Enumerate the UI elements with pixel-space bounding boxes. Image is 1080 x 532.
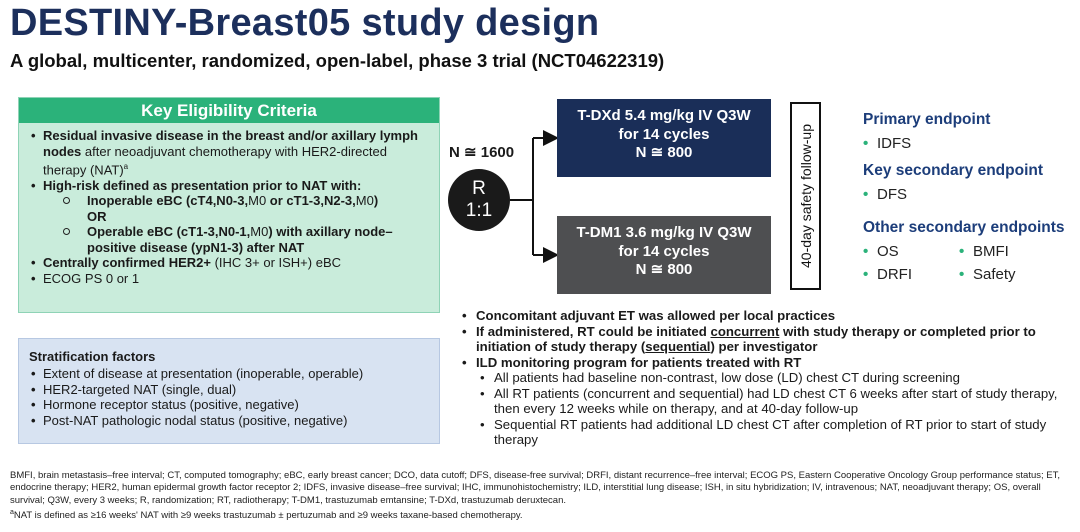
stratification-title: Stratification factors [29, 349, 156, 364]
footnote-a: aNAT is defined as ≥16 weeks' NAT with ≥… [10, 509, 523, 522]
eligibility-item2: High-risk defined as presentation prior … [29, 178, 431, 194]
note-subitem: Sequential RT patients had additional LD… [460, 417, 1075, 448]
other-secondary-endpoints-section: Other secondary endpoints OS BMFI DRFI S… [863, 219, 1078, 283]
stratification-item: Post-NAT pathologic nodal status (positi… [29, 413, 431, 429]
eligibility-item3: Centrally confirmed HER2+ (IHC 3+ or ISH… [29, 255, 431, 271]
eligibility-subitem: Inoperable eBC (cT4,N0-3,M0 or cT1-3,N2-… [29, 193, 431, 224]
primary-endpoint-title: Primary endpoint [863, 111, 991, 128]
circle-bullet-icon [63, 228, 70, 236]
randomization-circle: R 1:1 [448, 169, 510, 231]
arm-tdxd-box: T-DXd 5.4 mg/kg IV Q3W for 14 cycles N ≅… [557, 99, 771, 177]
note-subitem: All patients had baseline non-contrast, … [460, 370, 1075, 386]
design-notes: Concomitant adjuvant ET was allowed per … [460, 308, 1075, 448]
key-secondary-endpoint-section: Key secondary endpoint DFS [863, 162, 1078, 203]
stratification-item: Extent of disease at presentation (inope… [29, 366, 431, 382]
follow-up-box: 40-day safety follow-up [790, 102, 821, 290]
eligibility-subitem: Operable eBC (cT1-3,N0-1,M0) with axilla… [29, 224, 431, 255]
eligibility-item1-bold: Residual invasive disease in the breast … [43, 128, 418, 159]
primary-endpoint-section: Primary endpoint IDFS [863, 111, 1078, 152]
circle-bullet-icon [63, 197, 70, 205]
key-secondary-endpoint-item: DFS [863, 186, 1078, 203]
key-secondary-endpoint-title: Key secondary endpoint [863, 162, 1044, 179]
eligibility-box: Key Eligibility Criteria Residual invasi… [18, 97, 440, 313]
endpoint-item: OS [863, 243, 959, 260]
note-item: If administered, RT could be initiated c… [460, 324, 1075, 355]
eligibility-header: Key Eligibility Criteria [19, 98, 439, 123]
footnote-marker: a [123, 162, 129, 171]
endpoint-item: Safety [959, 266, 1069, 283]
eligibility-item4: ECOG PS 0 or 1 [29, 271, 431, 287]
randomization-arrows [510, 130, 559, 263]
endpoint-item: BMFI [959, 243, 1069, 260]
follow-up-label: 40-day safety follow-up [797, 124, 814, 268]
other-secondary-endpoints-title: Other secondary endpoints [863, 219, 1065, 236]
endpoint-item: DRFI [863, 266, 959, 283]
eligibility-item: Residual invasive disease in the breast … [29, 128, 431, 178]
primary-endpoint-item: IDFS [863, 135, 1078, 152]
abbreviations: BMFI, brain metastasis–free interval; CT… [10, 470, 1061, 506]
sample-size-label: N ≅ 1600 [449, 144, 515, 161]
eligibility-item1-rest: after neoadjuvant chemotherapy with HER2… [43, 143, 387, 178]
note-subitem: All RT patients (concurrent and sequenti… [460, 386, 1075, 417]
arm-tdm1-box: T-DM1 3.6 mg/kg IV Q3W for 14 cycles N ≅… [557, 216, 771, 294]
slide-subtitle: A global, multicenter, randomized, open-… [10, 50, 665, 71]
note-item: Concomitant adjuvant ET was allowed per … [460, 308, 1075, 324]
note-item: ILD monitoring program for patients trea… [460, 355, 1075, 371]
stratification-item: HER2-targeted NAT (single, dual) [29, 382, 431, 398]
stratification-item: Hormone receptor status (positive, negat… [29, 397, 431, 413]
slide-title: DESTINY-Breast05 study design [10, 2, 600, 44]
footnote: BMFI, brain metastasis–free interval; CT… [10, 470, 1072, 523]
stratification-box: Stratification factors Extent of disease… [18, 338, 440, 444]
or-label: OR [87, 208, 107, 224]
